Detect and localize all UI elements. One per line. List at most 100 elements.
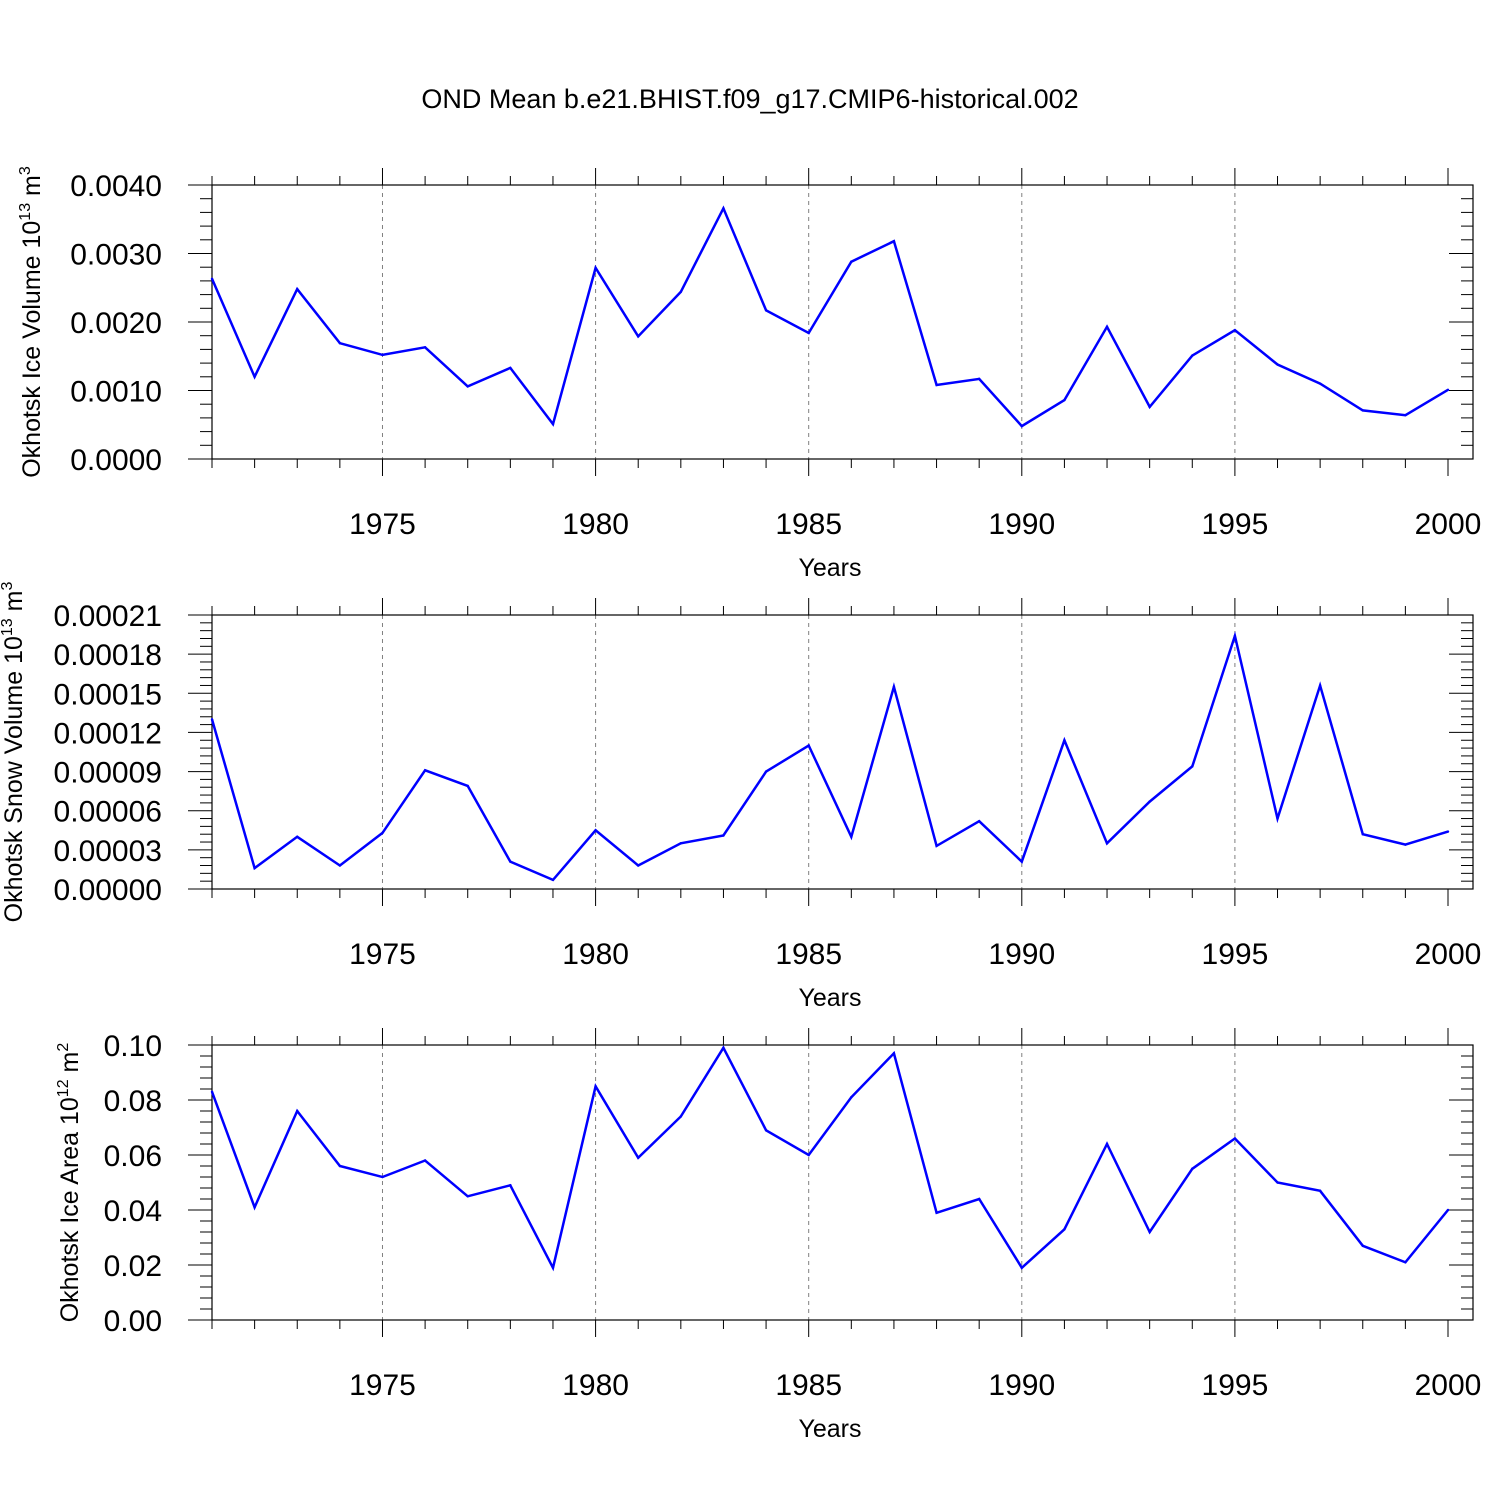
y-tick-label: 0.08 — [104, 1085, 162, 1118]
data-point — [210, 277, 214, 281]
x-tick-label: 1985 — [775, 938, 842, 971]
y-tick-label: 0.06 — [104, 1140, 162, 1173]
x-tick-label: 2000 — [1415, 508, 1482, 541]
data-point — [1148, 800, 1151, 803]
y-axis-label-main: Okhotsk Snow Volume 10 — [0, 636, 28, 922]
data-point — [1318, 382, 1322, 385]
data-point — [637, 335, 640, 338]
data-point — [1276, 817, 1279, 820]
data-point — [1063, 739, 1066, 742]
y-tick-label: 0.0000 — [70, 444, 162, 477]
chart-panel-1: 1975 1980 1985 1990 1995 2000 0.0000 0.0010 0.00… — [17, 166, 1481, 582]
y-axis-label: Okhotsk Snow Volume 1013 m3 — [0, 582, 28, 923]
y-axis-label-unit-exponent: 2 — [55, 1043, 72, 1052]
data-point — [1233, 1137, 1237, 1140]
figure-title: OND Mean b.e21.BHIST.f09_g17.CMIP6-histo… — [421, 84, 1078, 114]
y-tick-label: 0.10 — [104, 1030, 162, 1063]
data-point — [296, 1109, 299, 1113]
data-point — [551, 878, 555, 882]
x-tick-label: 1980 — [562, 938, 629, 971]
data-point — [892, 239, 896, 243]
y-tick-label: 0.04 — [104, 1195, 162, 1228]
data-point — [338, 1164, 342, 1168]
data-point — [253, 866, 256, 870]
y-tick-label: 0.00021 — [54, 600, 162, 633]
y-axis-label: Okhotsk Ice Volume 1013 m3 — [17, 166, 46, 478]
data-point — [807, 744, 810, 747]
series-line — [210, 1045, 1449, 1272]
data-point — [807, 1153, 810, 1157]
data-point — [637, 864, 640, 867]
x-tick-label: 1975 — [349, 938, 416, 971]
y-tick-label: 0.00009 — [54, 757, 162, 790]
data-point — [466, 1195, 469, 1198]
x-tick-label: 1980 — [562, 1369, 629, 1402]
x-axis-label: Years — [798, 1415, 861, 1443]
data-point — [551, 422, 555, 426]
data-point — [679, 290, 683, 294]
y-tick-label: 0.00012 — [54, 717, 162, 750]
data-point — [1105, 1142, 1109, 1146]
x-tick-label: 1985 — [775, 1369, 842, 1402]
data-point — [1361, 833, 1364, 836]
data-point — [1020, 860, 1023, 863]
x-tick-label: 2000 — [1415, 938, 1482, 971]
data-point — [381, 831, 384, 835]
plot-frame — [211, 1044, 1474, 1321]
chart-panel-3: 1975 1980 1985 1990 1995 2000 0.00 0.02 0.04 0.06… — [55, 1028, 1481, 1443]
data-point — [764, 770, 768, 773]
x-tick-label: 2000 — [1415, 1369, 1482, 1402]
data-point — [850, 835, 853, 839]
x-tick-label: 1975 — [349, 508, 416, 541]
y-axis-label: Okhotsk Ice Area 1012 m2 — [55, 1043, 84, 1323]
y-axis-label-unit-exponent: 3 — [0, 582, 16, 591]
data-point — [466, 385, 469, 388]
data-point — [807, 331, 810, 335]
y-tick-label: 0.00015 — [54, 678, 162, 711]
data-point — [1318, 1189, 1322, 1192]
data-point — [423, 346, 427, 349]
data-point — [977, 1197, 981, 1201]
x-tick-label: 1975 — [349, 1369, 416, 1402]
x-axis-label: Years — [798, 984, 861, 1012]
x-tick-label: 1980 — [562, 508, 629, 541]
data-point — [381, 1175, 384, 1179]
y-axis-label-exponent: 12 — [55, 1079, 72, 1097]
series-line — [210, 205, 1449, 428]
x-tick-label: 1990 — [988, 938, 1055, 971]
data-point — [1105, 842, 1109, 845]
data-point — [551, 1266, 555, 1269]
data-point — [253, 1206, 256, 1209]
y-axis-label-unit-exponent: 3 — [17, 166, 34, 175]
x-tick-label: 1995 — [1202, 1369, 1269, 1402]
data-point — [1446, 388, 1450, 392]
chart-panel-2: 1975 1980 1985 1990 1995 2000 0.00000 0.00003 0.… — [0, 582, 1481, 1012]
data-point — [1361, 1244, 1364, 1247]
data-point — [722, 207, 725, 210]
data-point — [764, 1129, 768, 1132]
y-tick-label: 0.00003 — [54, 835, 162, 868]
x-tick-label: 1995 — [1202, 938, 1269, 971]
y-tick-label: 0.0030 — [70, 239, 162, 272]
y-axis-label-unit: m — [18, 175, 46, 203]
data-point — [1020, 424, 1023, 428]
panels: 1975 1980 1985 1990 1995 2000 0.0000 0.0010 0.00… — [0, 166, 1481, 1443]
data-point — [892, 685, 896, 688]
data-point — [423, 1159, 427, 1162]
data-point — [594, 266, 597, 270]
y-axis-label-main: Okhotsk Ice Area 10 — [56, 1097, 84, 1322]
data-point — [466, 784, 469, 788]
data-point — [1276, 1181, 1279, 1184]
data-point — [509, 1184, 512, 1187]
data-point — [722, 834, 725, 837]
data-point — [1404, 413, 1407, 417]
data-point — [296, 835, 299, 839]
data-point — [1063, 398, 1066, 402]
data-point — [1191, 765, 1194, 768]
data-point — [1191, 354, 1194, 357]
data-point — [509, 366, 512, 370]
y-tick-label: 0.02 — [104, 1250, 162, 1283]
data-point — [1105, 325, 1109, 328]
